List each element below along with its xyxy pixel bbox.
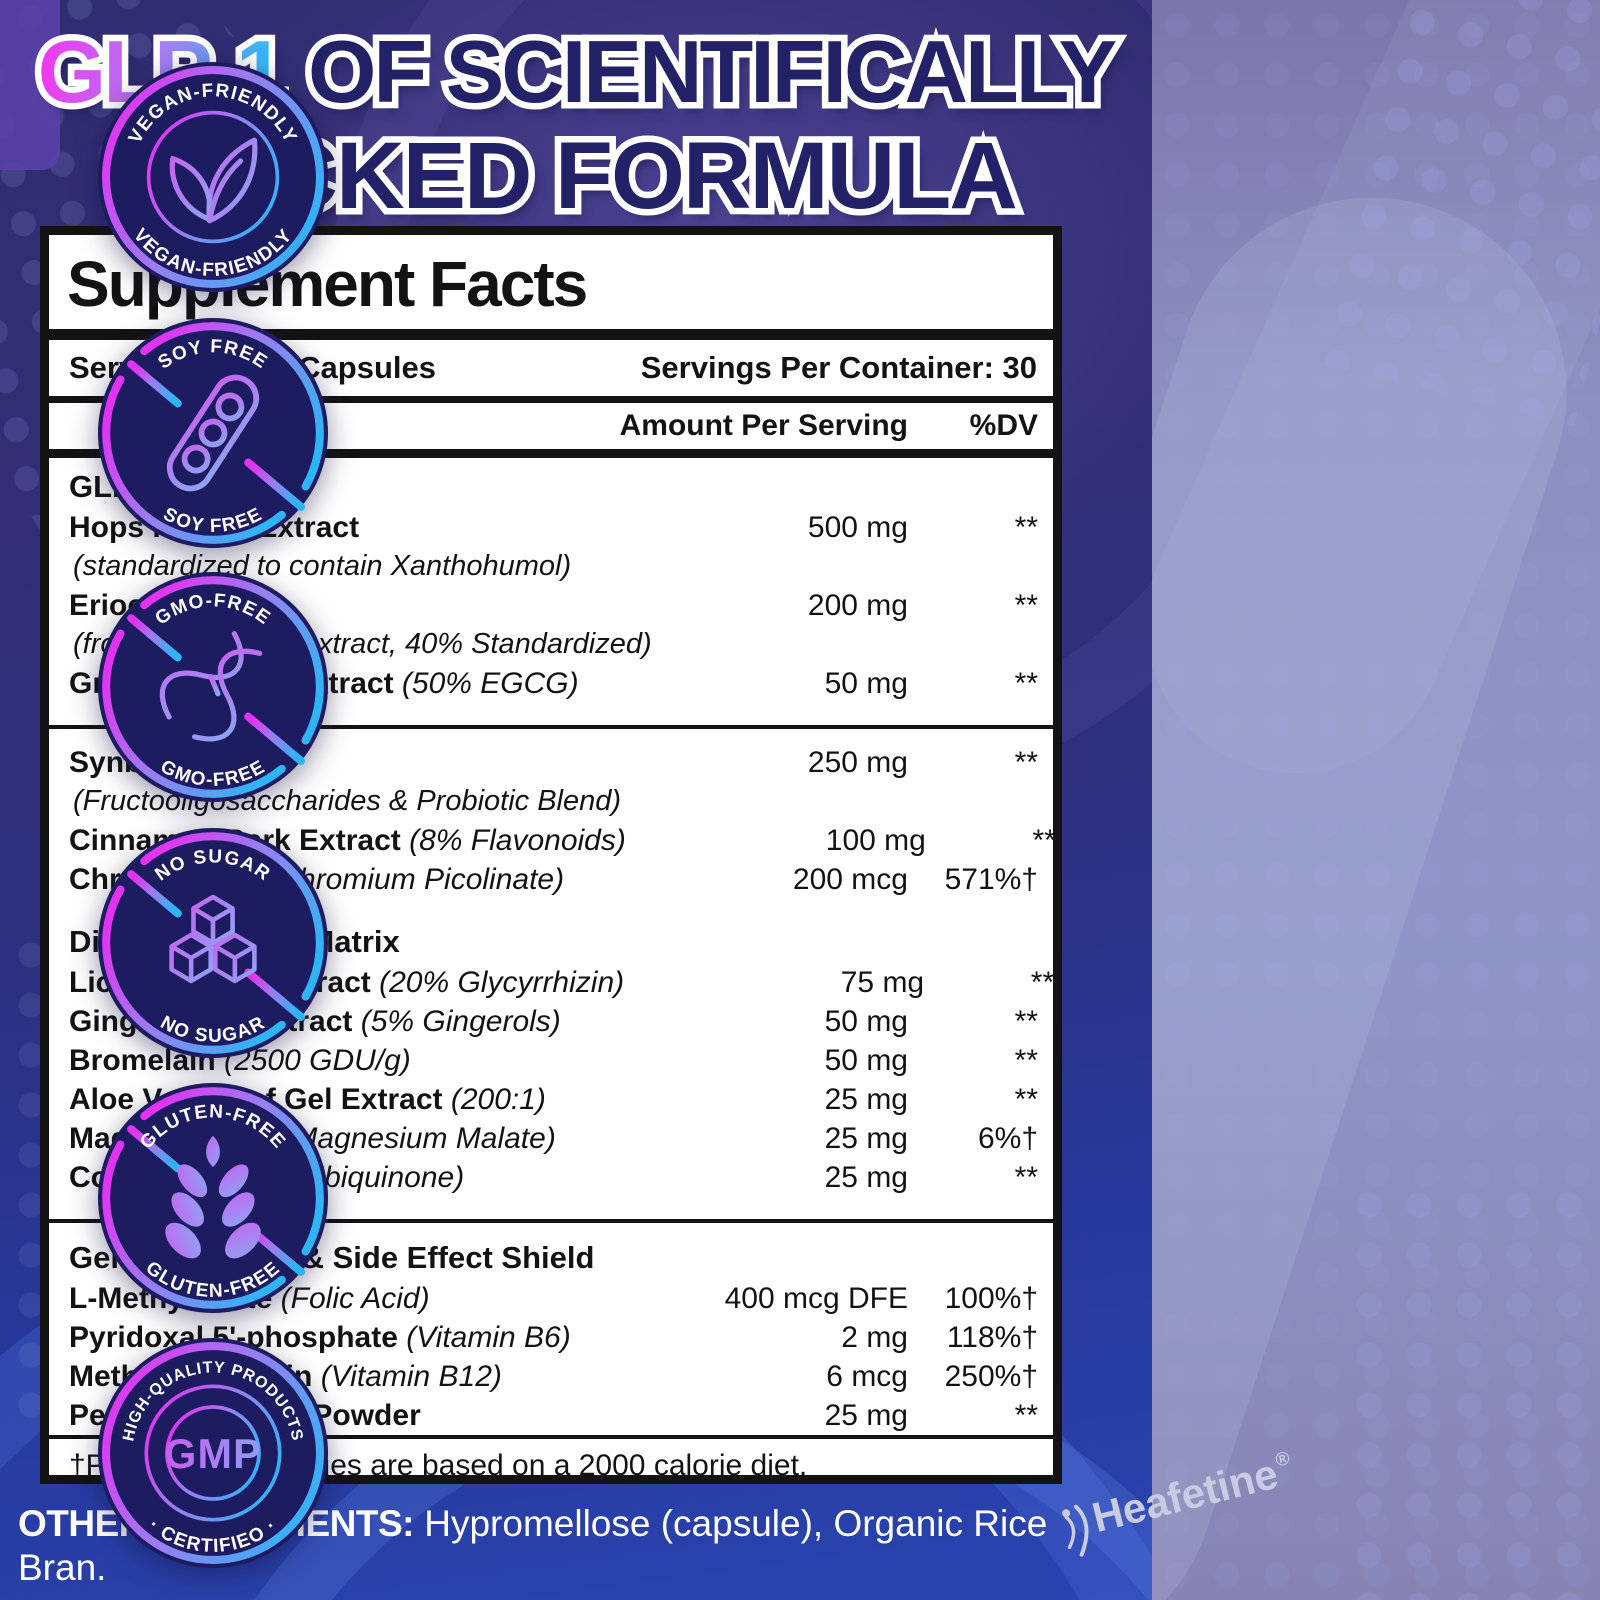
ingredient-dv: ** [1014,1399,1038,1432]
dna-icon [159,631,263,742]
badge-inner-ring [146,110,280,244]
badge-ring-arc [140,832,324,1001]
slash-line [127,870,182,918]
dot-pattern [1152,0,1600,1600]
logo-swoosh-icon [1062,1504,1089,1557]
badge-inner-ring [144,1384,282,1522]
dot-pattern [1344,1180,1600,1600]
badge-circle [98,318,328,548]
ingredient-dv: 6%† [977,1122,1038,1155]
title-text-1-fill: OF SCIENTIFICALLY [307,22,1117,121]
gmp-center-ring [165,1405,261,1501]
slash-line [127,614,182,662]
badge-circle [98,1338,328,1568]
badge-ring-arc [140,576,324,745]
badge-ring [102,66,324,288]
ingredient-dv: ** [1014,1044,1038,1077]
ingredient-dv: ** [1014,746,1038,779]
ingredient-amount: 25 mg [824,1083,908,1116]
gmp-center-text: GMP [164,1431,262,1477]
divider [49,396,1053,403]
ingredient-amount: 25 mg [824,1399,908,1432]
ingredient-dv: ** [1014,1161,1038,1194]
ingredient-amount: 100 mg [825,824,926,857]
slash-line [127,360,182,408]
vegan-friendly-seal: VEGAN-FRIENDLY VEGAN-FRIENDLY [98,62,328,292]
badge-ring-arc [140,322,324,491]
ingredient-dv: ** [1032,824,1056,857]
ingredient-dv: ** [1014,1005,1038,1038]
ingredient-amount: 25 mg [824,1122,908,1155]
soy-free-seal: SOY FREE SOY FREE [98,318,328,548]
ingredient-dv: ** [1014,667,1038,700]
section-divider [49,725,1053,729]
badge-ring [102,1342,324,1564]
badge-circle [98,62,328,292]
col-dv-header: %DV [969,409,1038,442]
sugar-cubes-icon [169,894,257,984]
ingredient-dv: ** [1030,966,1055,999]
slash-line [244,712,306,765]
badge-ring-arc [140,1087,324,1256]
table-row: Pyridoxal 5'-phosphate (Vitamin B6) 2 mg 1… [49,1318,1053,1357]
ingredient-amount: 75 mg [840,966,925,999]
col-amount-header: Amount Per Serving [619,409,908,442]
table-row: Cinnamon Bark Extract (8% Flavonoids)100… [49,821,1053,860]
table-row: L-Methylfolate (Folic Acid)400 mcg DFE10… [49,1279,1053,1318]
badge-ring-arc [102,885,286,1054]
ingredient-name: Pyridoxal 5'-phosphate (Vitamin B6) [69,1321,571,1354]
ingredient-dv: 118%† [946,1321,1038,1354]
wheat-icon [165,1135,261,1259]
divider [49,329,1053,340]
ingredient-dv: 571%† [944,863,1038,896]
title-text-1: OF SCIENTIFICALLY OF SCIENTIFICALLY [301,17,1123,125]
badge-ring-arc [102,1140,286,1309]
ingredient-amount: 50 mg [824,1044,908,1077]
badge-ring-arc [102,629,286,798]
ingredient-subnote: (standardized to contain Xanthohumol) [73,550,572,582]
ingredient-dv: ** [1014,511,1038,544]
gluten-free-seal: GLUTEN-FREE GLUTEN-FREE [98,1083,328,1313]
title-text-1-outline: OF SCIENTIFICALLY [301,17,1123,125]
ingredient-dv: 250%† [944,1360,1038,1393]
gmo-free-seal: GMO-FREE GMO-FREE [98,572,328,802]
ingredient-amount: 250 mg [807,746,908,779]
gmp-seal: GMP HIGH-QUALITY PRODUCTS · CERTIFIEO · [98,1338,328,1568]
soybean-icon [166,374,260,492]
ingredient-amount: 2 mg [841,1321,908,1354]
column-headers: Amount Per Serving %DV [49,403,1053,449]
badge-gmo-free: GMO-FREE GMO-FREE [98,572,328,802]
ingredient-dv: ** [1014,589,1038,622]
servings-per-container: Servings Per Container: 30 [640,350,1037,385]
ingredient-amount: 25 mg [824,1161,908,1194]
slash-line [244,968,306,1021]
ingredient-amount: 200 mcg [792,863,908,896]
other-ingredients-text: Hypromellose (capsule), Organic Rice Bra… [18,1503,1048,1589]
badge-vegan-friendly: VEGAN-FRIENDLY VEGAN-FRIENDLY [98,62,328,292]
ingredient-amount: 400 mcg DFE [724,1282,908,1315]
slash-line [127,1125,182,1173]
ingredient-amount: 500 mg [807,511,908,544]
leaf-icon [169,137,258,224]
badge-ring-arc [102,375,286,544]
ingredient-dv: ** [1014,1083,1038,1116]
no-sugar-seal: NO SUGAR NO SUGAR [98,828,328,1058]
badge-gluten-free: GLUTEN-FREE GLUTEN-FREE [98,1083,328,1313]
badge-soy-free: SOY FREE SOY FREE [98,318,328,548]
ingredient-amount: 200 mg [807,589,908,622]
badge-strip-background [1152,0,1600,1600]
ingredient-amount: 50 mg [824,667,908,700]
badge-no-sugar: NO SUGAR NO SUGAR [98,828,328,1058]
badge-gmp-certified: GMP HIGH-QUALITY PRODUCTS · CERTIFIEO · [98,1338,328,1568]
ingredient-amount: 50 mg [824,1005,908,1038]
divider [49,449,1053,458]
slash-line [244,458,306,511]
section-divider [49,1219,1053,1223]
corner-decoration [0,0,60,170]
ingredient-amount: 6 mcg [826,1360,908,1393]
brand-logo: Heafetine ® [1055,1446,1301,1560]
ingredient-dv: 100%† [944,1282,1038,1315]
